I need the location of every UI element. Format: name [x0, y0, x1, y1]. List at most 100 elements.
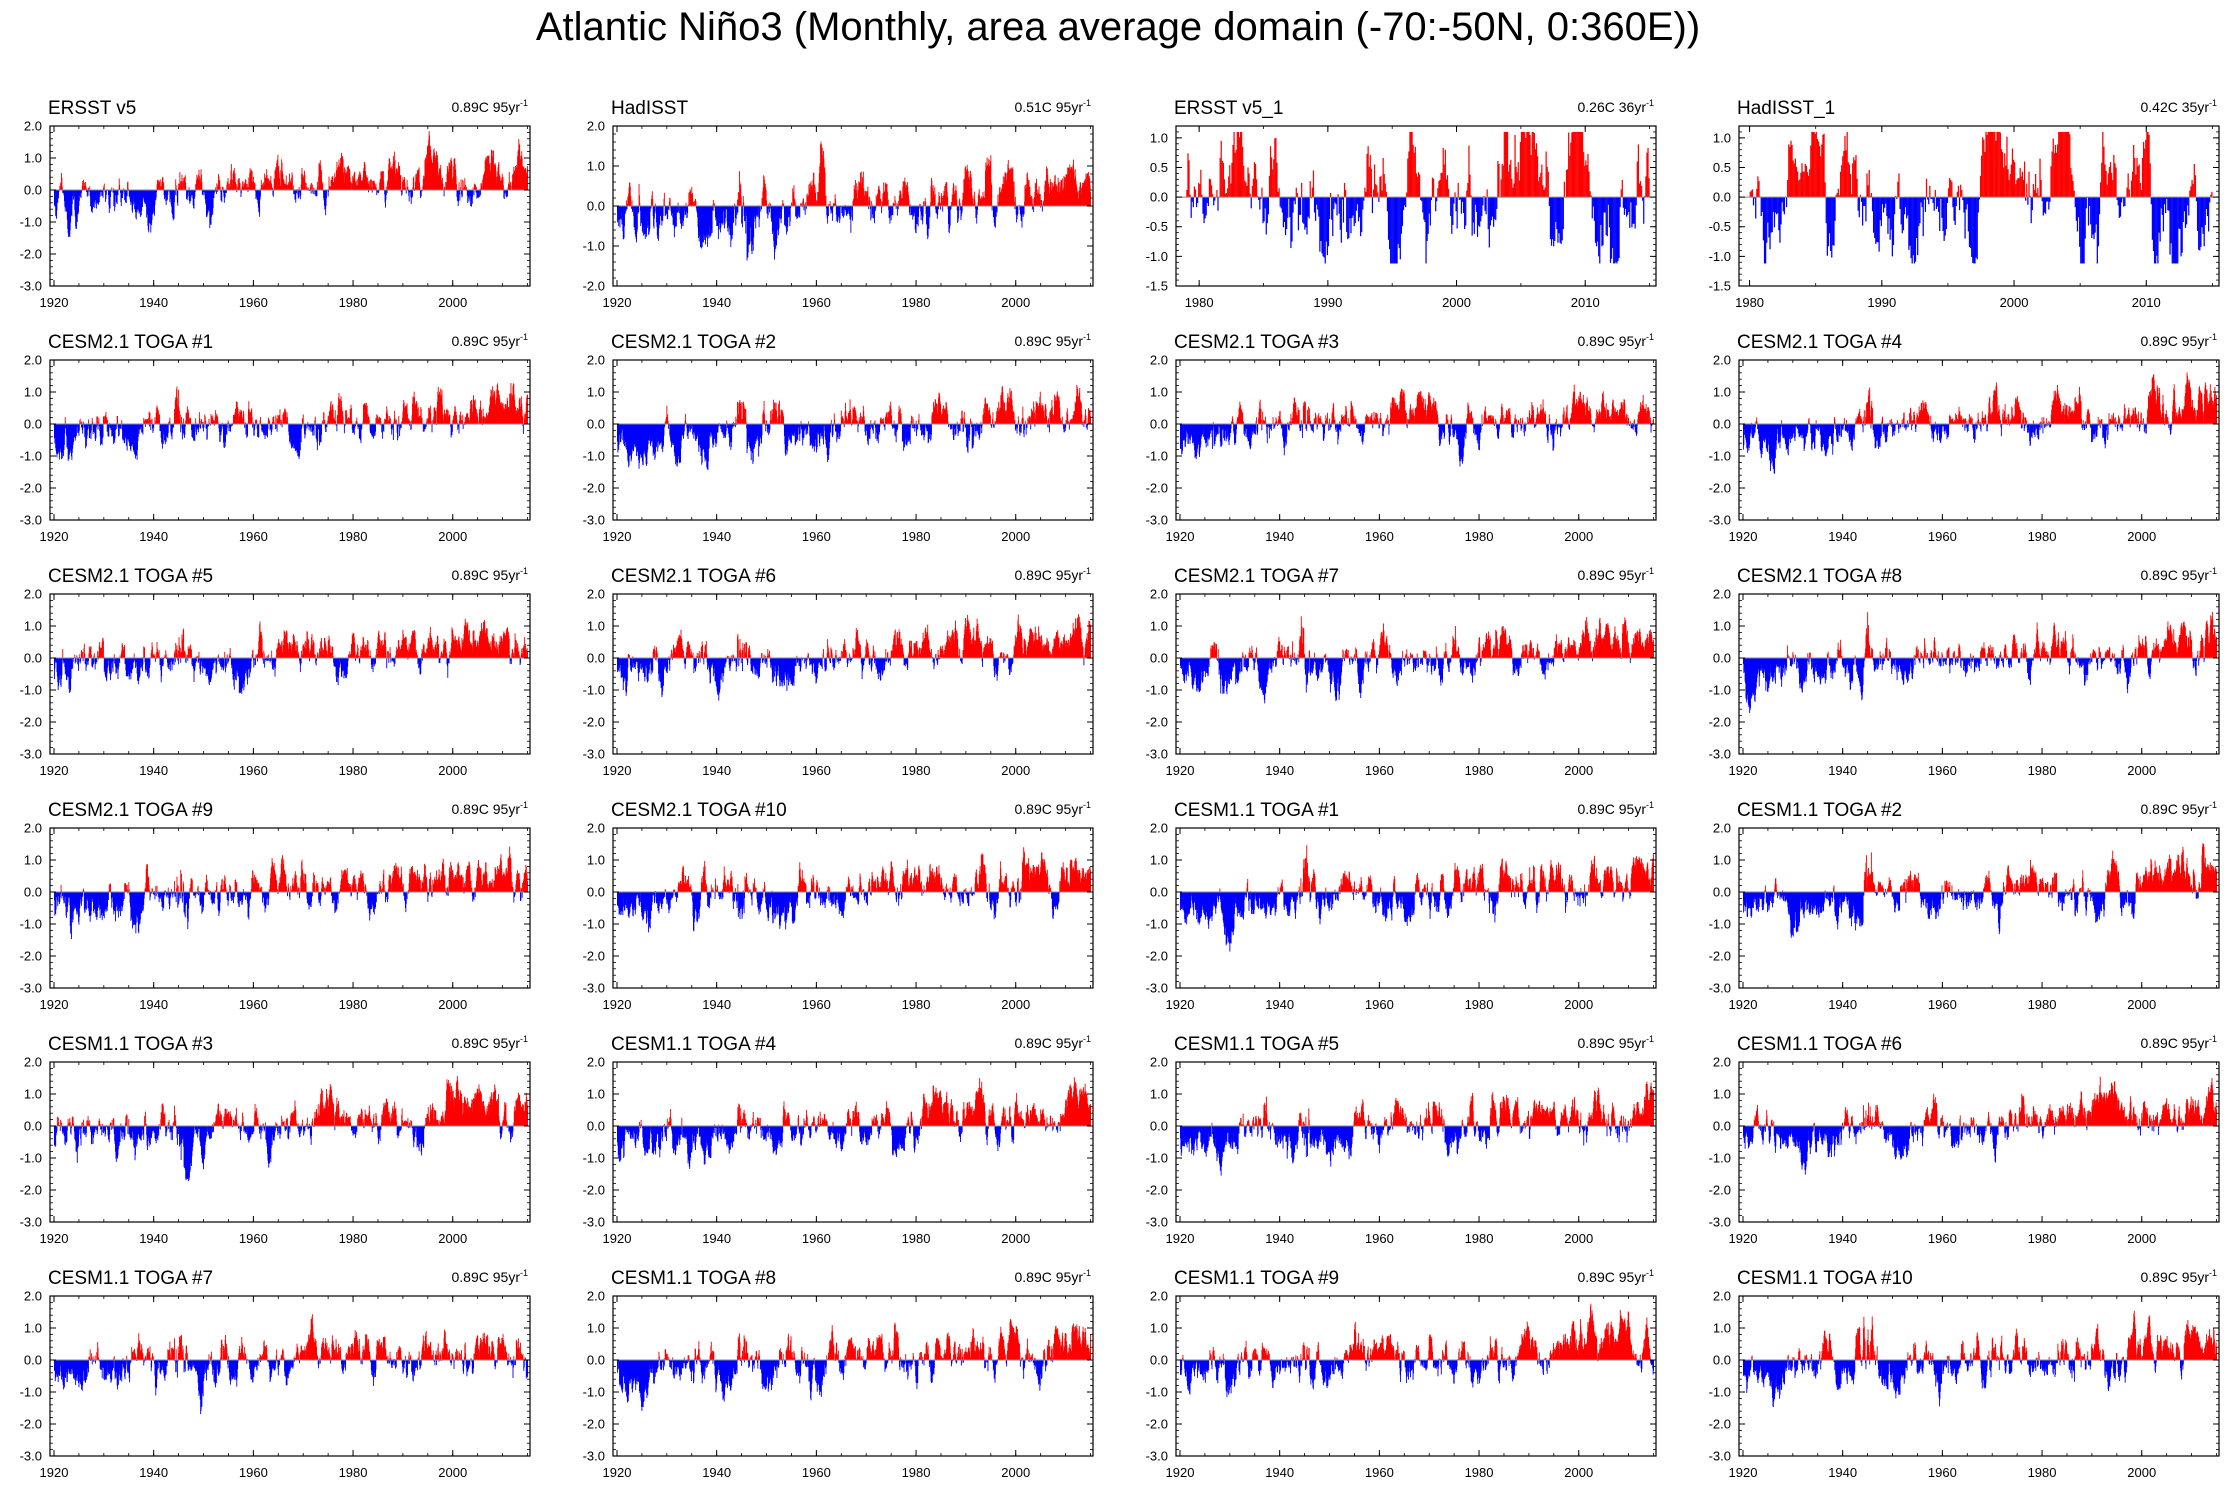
- trend-exponent: -1: [520, 332, 528, 342]
- bar: [1824, 182, 1826, 198]
- bar: [1640, 185, 1643, 198]
- panel-trend: 0.42C 35yr-1: [2141, 98, 2218, 115]
- bar: [767, 206, 769, 216]
- bar-series: [53, 131, 528, 238]
- bar: [160, 182, 162, 190]
- bar: [1986, 134, 1988, 198]
- bar: [96, 416, 98, 424]
- bar: [1325, 197, 1327, 242]
- bar: [1520, 131, 1523, 198]
- bar: [1761, 197, 1763, 212]
- bar: [1785, 197, 1788, 208]
- bar: [2027, 197, 2029, 205]
- bar: [1868, 169, 1870, 198]
- bar: [1949, 178, 1951, 198]
- bar: [2118, 197, 2120, 218]
- bar: [1296, 192, 1298, 198]
- bar: [1560, 197, 1562, 244]
- bar: [2000, 149, 2003, 198]
- bar: [1502, 165, 1504, 198]
- bar: [127, 188, 129, 190]
- bar: [1480, 197, 1482, 222]
- bar: [1972, 197, 1974, 263]
- bar: [1768, 197, 1770, 238]
- x-tick-label: 2000: [438, 295, 467, 310]
- bar: [1332, 197, 1334, 237]
- panel-title: HadISST_1: [1737, 98, 1835, 119]
- bar: [1971, 197, 1973, 257]
- bar: [406, 179, 408, 190]
- bar: [1318, 197, 1320, 217]
- bar: [1033, 206, 1035, 212]
- bar: [1952, 197, 1954, 208]
- bar: [190, 418, 192, 424]
- bar: [1964, 197, 1966, 239]
- y-tick-label: -1.5: [1709, 279, 1731, 294]
- bar: [102, 424, 104, 437]
- bar: [1989, 131, 1992, 198]
- bar: [1322, 197, 1324, 257]
- bar: [1473, 197, 1475, 234]
- bar: [1899, 197, 1901, 209]
- bar: [2134, 158, 2136, 198]
- bar: [1892, 197, 1895, 246]
- bar: [327, 190, 329, 197]
- bar: [2015, 184, 2017, 198]
- bar: [306, 188, 308, 190]
- bar: [1843, 150, 1845, 198]
- bar: [87, 190, 89, 196]
- bar: [2077, 197, 2080, 218]
- bar: [202, 190, 204, 196]
- bar: [733, 206, 735, 210]
- bar: [2131, 171, 2134, 198]
- bar: [1758, 181, 1760, 198]
- bar: [1585, 160, 1587, 198]
- bar: [1832, 197, 1834, 246]
- bar: [1815, 131, 1817, 198]
- bar: [2080, 197, 2082, 264]
- bar: [1783, 197, 1785, 215]
- bar: [2207, 197, 2210, 232]
- bar: [909, 206, 911, 216]
- bar: [2113, 155, 2115, 198]
- bar: [1934, 190, 1936, 198]
- bar: [1206, 197, 1208, 204]
- bar: [1251, 185, 1253, 198]
- bar: [1464, 197, 1466, 230]
- bar: [869, 200, 871, 206]
- bar: [1879, 197, 1881, 221]
- bar: [1361, 197, 1363, 233]
- bar: [1450, 197, 1452, 217]
- bar: [1510, 159, 1512, 198]
- bar: [1429, 197, 1431, 226]
- bar: [2066, 131, 2069, 198]
- bar: [182, 177, 184, 190]
- bar: [2001, 152, 2004, 198]
- bar: [1765, 197, 1767, 264]
- bar: [2211, 191, 2213, 198]
- bar: [1559, 197, 1561, 243]
- bar: [1217, 197, 1219, 211]
- bar: [1358, 197, 1361, 218]
- bar: [2155, 197, 2157, 264]
- bar: [2044, 197, 2047, 214]
- panel-trend: 0.89C 95yr-1: [452, 332, 529, 349]
- bar: [477, 420, 479, 424]
- bar: [1261, 187, 1263, 198]
- bar: [2153, 197, 2156, 264]
- bar: [1990, 131, 1993, 198]
- bar: [1409, 131, 1411, 198]
- bar: [1770, 197, 1772, 233]
- bar: [1646, 152, 1648, 198]
- bar: [2041, 197, 2043, 202]
- bar: [2097, 197, 2100, 247]
- bar: [1525, 137, 1527, 198]
- bar: [712, 200, 714, 206]
- bar: [2102, 131, 2104, 198]
- bar: [234, 173, 236, 190]
- bar: [321, 424, 322, 435]
- bar: [1796, 171, 1799, 198]
- bar: [1032, 198, 1034, 206]
- bar: [1912, 197, 1914, 256]
- bar: [375, 187, 377, 190]
